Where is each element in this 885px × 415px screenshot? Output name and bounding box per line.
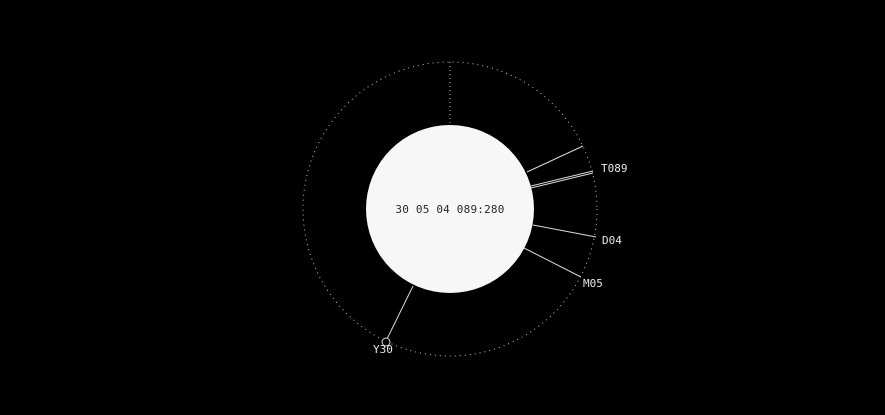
marker-label-y30: Y30	[373, 343, 393, 356]
t089-hand-tertiary	[530, 172, 594, 189]
marker-label-d04: D04	[602, 234, 622, 247]
t089-hand	[526, 145, 584, 173]
y30-hand	[385, 285, 414, 342]
t089-hand-secondary	[530, 170, 594, 187]
circle-handle-icon[interactable]	[381, 337, 391, 347]
outer-ring	[302, 61, 598, 357]
marker-label-m05: M05	[583, 277, 603, 290]
m05-hand	[523, 247, 582, 278]
center-disc	[366, 125, 534, 293]
d04-hand	[532, 224, 597, 238]
marker-label-t089: T089	[601, 162, 628, 175]
